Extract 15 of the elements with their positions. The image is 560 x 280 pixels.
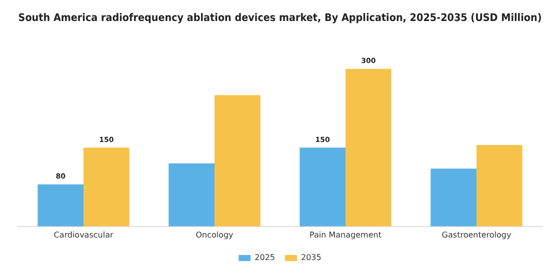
x-tick-label: Pain Management (310, 230, 382, 240)
bar (476, 145, 522, 226)
bar (38, 184, 84, 226)
x-tick-label: Cardiovascular (54, 230, 114, 240)
legend-label: 2035 (301, 253, 322, 262)
bar (168, 163, 214, 226)
bar (430, 168, 476, 226)
legend-label: 2025 (254, 253, 275, 262)
bar (84, 148, 130, 226)
bar (346, 68, 392, 226)
chart-title: South America radiofrequency ablation devices market, By Application, 2025-2035 (USD Million) (18, 12, 542, 24)
bar (214, 95, 260, 226)
x-tick-label: Gastroenterology (442, 230, 512, 240)
bar (300, 148, 346, 226)
x-tick-label: Oncology (196, 230, 234, 240)
